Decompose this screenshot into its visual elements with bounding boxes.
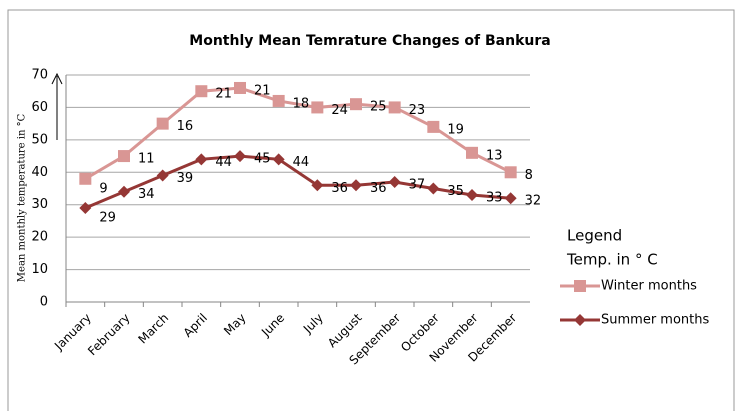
y-axis-label: Mean monthly temperature in °C bbox=[17, 113, 28, 282]
y-tick-label: 40 bbox=[31, 165, 48, 180]
chart-frame bbox=[7, 9, 735, 411]
data-label: 33 bbox=[486, 190, 503, 205]
data-label: 32 bbox=[525, 194, 542, 209]
point bbox=[350, 98, 362, 111]
point bbox=[272, 94, 285, 107]
point bbox=[118, 185, 130, 198]
data-label: 34 bbox=[138, 187, 155, 202]
data-label: 8 bbox=[525, 168, 533, 183]
data-label: 18 bbox=[293, 96, 310, 111]
point bbox=[504, 192, 517, 205]
data-label: 36 bbox=[370, 181, 387, 196]
point bbox=[195, 85, 208, 98]
series-line bbox=[84, 154, 511, 210]
point bbox=[79, 201, 92, 214]
point bbox=[234, 81, 246, 94]
y-tick-label: 50 bbox=[31, 132, 48, 147]
data-label: 36 bbox=[331, 181, 348, 196]
y-tick-label: 0 bbox=[40, 295, 48, 310]
point bbox=[466, 188, 478, 201]
point bbox=[79, 172, 92, 185]
data-label: 11 bbox=[138, 152, 155, 167]
data-label: 39 bbox=[177, 171, 194, 186]
point bbox=[574, 314, 586, 326]
point bbox=[574, 280, 586, 292]
y-tick-label: 60 bbox=[31, 100, 48, 115]
chart-title: Monthly Mean Temrature Changes of Bankur… bbox=[189, 33, 550, 49]
series-line bbox=[84, 86, 512, 181]
legend-title: Legend bbox=[567, 227, 622, 245]
axis-arrow-head bbox=[51, 72, 63, 85]
data-label: 21 bbox=[254, 83, 271, 98]
point bbox=[466, 146, 478, 159]
point bbox=[504, 166, 517, 179]
y-tick-label: 70 bbox=[31, 68, 48, 83]
point bbox=[156, 117, 169, 130]
point bbox=[156, 169, 169, 182]
point bbox=[234, 150, 246, 163]
legend-subtitle: Temp. in ° C bbox=[566, 251, 658, 269]
data-label: 23 bbox=[409, 103, 426, 118]
data-label: 29 bbox=[99, 210, 116, 225]
point bbox=[388, 176, 401, 189]
point bbox=[272, 153, 285, 166]
point bbox=[427, 120, 440, 133]
point bbox=[388, 101, 401, 114]
point bbox=[311, 179, 324, 192]
data-label: 35 bbox=[447, 184, 464, 199]
data-label: 21 bbox=[215, 87, 232, 102]
point bbox=[427, 182, 440, 195]
y-tick-label: 30 bbox=[31, 197, 48, 212]
legend-label: Winter months bbox=[601, 279, 697, 294]
data-label: 37 bbox=[409, 178, 426, 193]
data-label: 44 bbox=[215, 155, 232, 170]
data-label: 24 bbox=[331, 103, 348, 118]
data-label: 45 bbox=[254, 152, 271, 167]
point bbox=[195, 153, 208, 166]
data-label: 9 bbox=[99, 181, 107, 196]
point bbox=[118, 150, 130, 163]
legend-label: Summer months bbox=[601, 313, 709, 328]
data-label: 25 bbox=[370, 100, 387, 115]
data-label: 44 bbox=[293, 155, 310, 170]
point bbox=[350, 179, 362, 192]
point bbox=[311, 101, 324, 114]
data-label: 16 bbox=[177, 119, 194, 134]
y-tick-label: 10 bbox=[31, 262, 48, 277]
data-label: 13 bbox=[486, 148, 503, 163]
data-label: 19 bbox=[447, 122, 464, 137]
y-tick-label: 20 bbox=[31, 230, 48, 245]
